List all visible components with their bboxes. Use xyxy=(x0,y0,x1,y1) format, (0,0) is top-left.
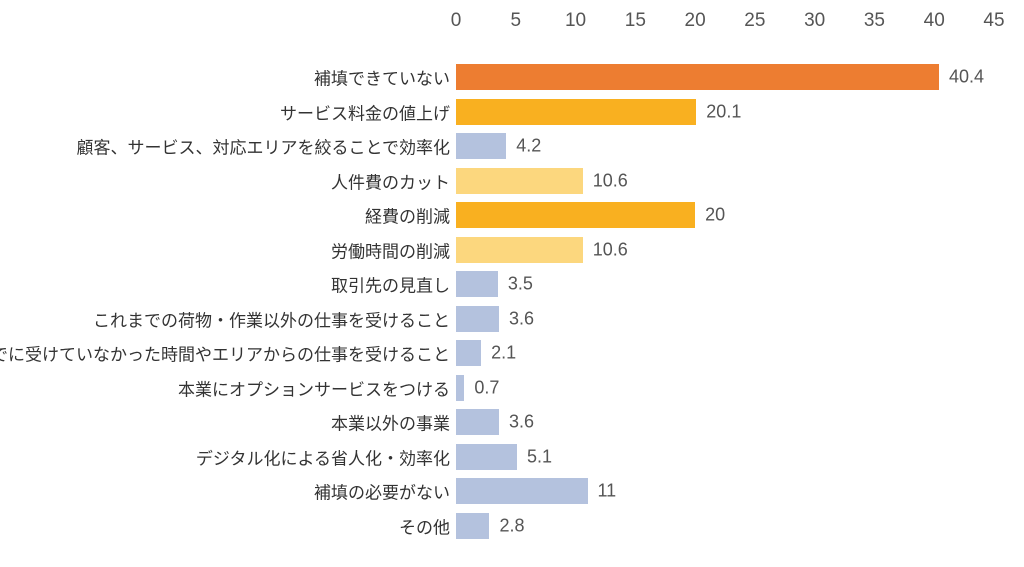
bar xyxy=(456,64,939,90)
value-label: 3.5 xyxy=(508,274,533,295)
category-label: これまでの荷物・作業以外の仕事を受けること xyxy=(93,306,450,331)
bar xyxy=(456,168,583,194)
value-label: 20 xyxy=(705,205,725,226)
bar xyxy=(456,202,695,228)
bar-row: 本業にオプションサービスをつける 0.7 xyxy=(0,371,994,406)
value-label: 3.6 xyxy=(509,412,534,433)
bar-row: その他 2.8 xyxy=(0,509,994,544)
value-label: 0.7 xyxy=(474,377,499,398)
x-tick-label: 35 xyxy=(864,10,885,32)
bar-row: これまでの荷物・作業以外の仕事を受けること 3.6 xyxy=(0,302,994,337)
category-label: 本業にオプションサービスをつける xyxy=(178,375,450,400)
bar xyxy=(456,444,517,470)
x-tick-label: 40 xyxy=(924,10,945,32)
bar-row: これまでに受けていなかった時間やエリアからの仕事を受けること 2.1 xyxy=(0,336,994,371)
horizontal-bar-chart: 0 5 10 15 20 25 30 35 40 45 補填できていない 40.4 サービス料金の値上… xyxy=(0,0,1024,567)
category-label: 本業以外の事業 xyxy=(331,410,450,435)
category-label: 取引先の見直し xyxy=(331,272,450,297)
bar xyxy=(456,271,498,297)
bar-row: サービス料金の値上げ 20.1 xyxy=(0,95,994,130)
bar-row: 顧客、サービス、対応エリアを絞ることで効率化 4.2 xyxy=(0,129,994,164)
category-label: 補填できていない xyxy=(314,65,450,90)
bar xyxy=(456,99,696,125)
bar xyxy=(456,340,481,366)
category-label: 補填の必要がない xyxy=(314,479,450,504)
bar-row: 経費の削減 20 xyxy=(0,198,994,233)
value-label: 11 xyxy=(598,481,617,502)
x-tick-label: 0 xyxy=(451,10,462,32)
x-tick-label: 45 xyxy=(983,10,1004,32)
x-tick-label: 5 xyxy=(510,10,521,32)
bar-row: 補填できていない 40.4 xyxy=(0,60,994,95)
category-label: その他 xyxy=(399,513,450,538)
category-label: デジタル化による省人化・効率化 xyxy=(196,444,450,469)
bar xyxy=(456,133,506,159)
category-label: 人件費のカット xyxy=(331,168,450,193)
bar xyxy=(456,478,588,504)
value-label: 10.6 xyxy=(593,239,628,260)
x-tick-label: 10 xyxy=(565,10,586,32)
bar-row: 人件費のカット 10.6 xyxy=(0,164,994,199)
x-tick-label: 30 xyxy=(804,10,825,32)
bar xyxy=(456,375,464,401)
value-label: 2.1 xyxy=(491,343,516,364)
value-label: 20.1 xyxy=(706,101,741,122)
bar xyxy=(456,409,499,435)
bar-row: 補填の必要がない 11 xyxy=(0,474,994,509)
value-label: 5.1 xyxy=(527,446,552,467)
bars-area: 補填できていない 40.4 サービス料金の値上げ 20.1 顧客、サービス、対応エリアを… xyxy=(0,60,994,552)
bar-row: 労働時間の削減 10.6 xyxy=(0,233,994,268)
category-label: サービス料金の値上げ xyxy=(280,99,450,124)
value-label: 2.8 xyxy=(499,515,524,536)
value-label: 4.2 xyxy=(516,136,541,157)
x-tick-label: 15 xyxy=(625,10,646,32)
bar xyxy=(456,306,499,332)
category-label: 労働時間の削減 xyxy=(331,237,450,262)
bar-row: 本業以外の事業 3.6 xyxy=(0,405,994,440)
x-tick-label: 20 xyxy=(685,10,706,32)
x-tick-label: 25 xyxy=(744,10,765,32)
category-label: これまでに受けていなかった時間やエリアからの仕事を受けること xyxy=(0,341,450,366)
bar xyxy=(456,513,489,539)
x-axis-top: 051015202530354045 xyxy=(456,10,994,50)
bar-row: 取引先の見直し 3.5 xyxy=(0,267,994,302)
value-label: 40.4 xyxy=(949,67,984,88)
bar-row: デジタル化による省人化・効率化 5.1 xyxy=(0,440,994,475)
value-label: 3.6 xyxy=(509,308,534,329)
category-label: 顧客、サービス、対応エリアを絞ることで効率化 xyxy=(77,134,451,159)
value-label: 10.6 xyxy=(593,170,628,191)
category-label: 経費の削減 xyxy=(365,203,450,228)
bar xyxy=(456,237,583,263)
